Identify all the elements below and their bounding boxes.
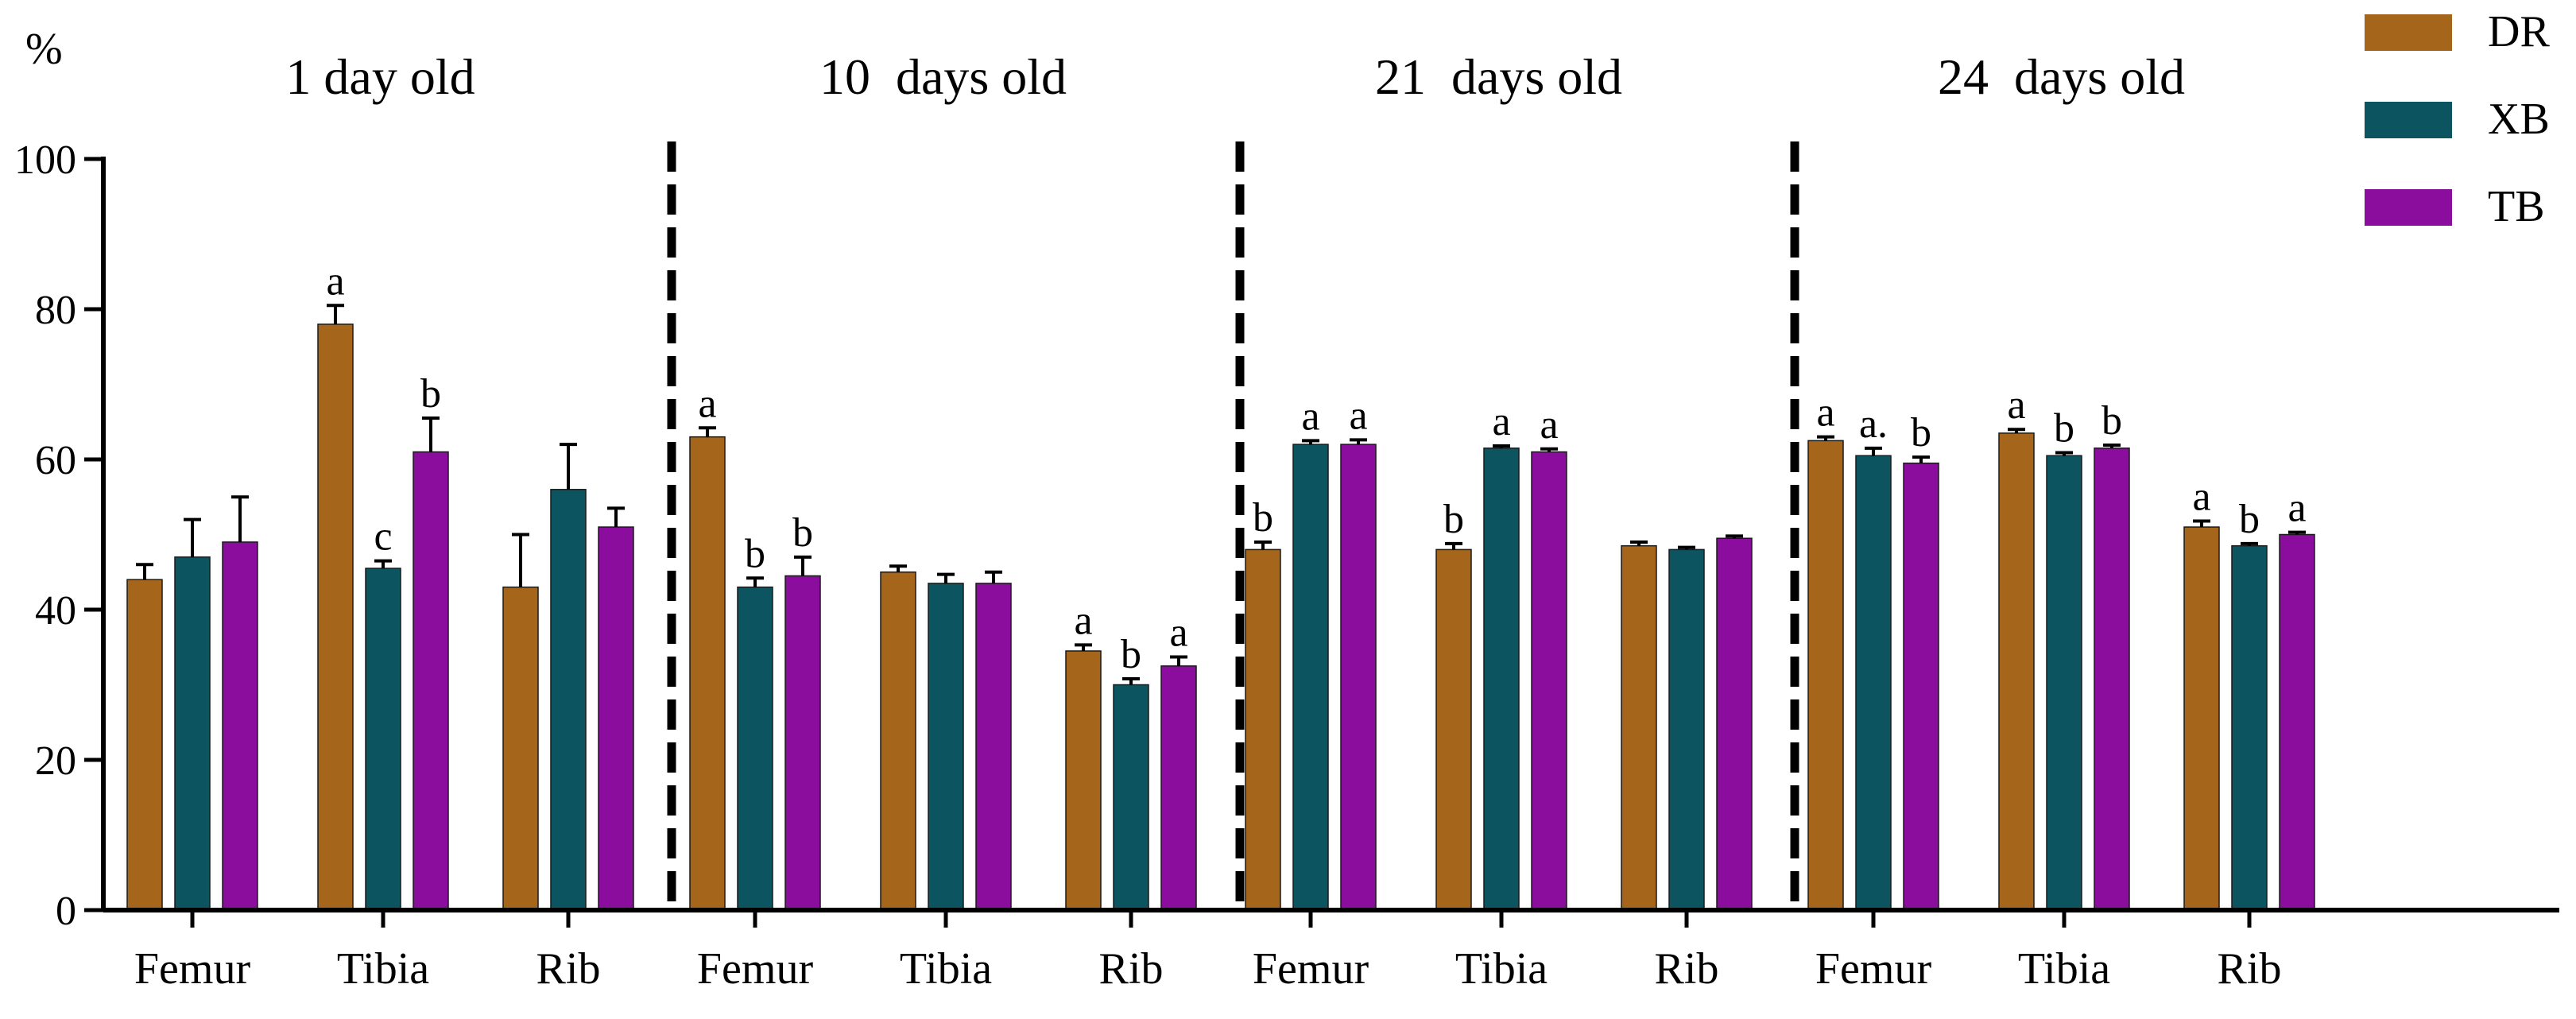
significance-letter: a: [1301, 393, 1319, 439]
significance-letter: a: [326, 258, 344, 304]
bar-dr: [1245, 548, 1281, 911]
significance-letter: b: [2101, 398, 2122, 444]
group-titles: 1 day old 10 days old 21 days old 24 days o…: [285, 48, 2185, 105]
x-category-label: Tibia: [900, 944, 992, 994]
y-tick-label: 80: [35, 288, 76, 333]
y-tick-label: 0: [56, 889, 76, 934]
x-category-label: Tibia: [1455, 944, 1548, 994]
bar-tb: [1531, 451, 1567, 911]
legend-swatch-xb: [2365, 102, 2452, 138]
group-title: 21 days old: [1375, 48, 1622, 105]
legend-label: TB: [2488, 182, 2545, 231]
significance-letter: a: [698, 381, 716, 426]
bar-dr: [1998, 432, 2035, 911]
significance-letter: a: [1169, 610, 1187, 656]
x-category-label: Rib: [1099, 944, 1164, 994]
bar-xb: [1483, 448, 1520, 911]
y-tick-label: 40: [35, 588, 76, 633]
bar-xb: [174, 556, 211, 911]
y-axis: 0 20 40 60 80 100: [14, 138, 106, 934]
x-category-label: Rib: [537, 944, 601, 994]
bar-xb: [1113, 684, 1149, 911]
bar-xb: [1855, 455, 1892, 911]
significance-letter: b: [792, 510, 813, 556]
y-axis-label: %: [25, 25, 63, 74]
significance-letter: a: [1349, 393, 1367, 438]
bar-tb: [598, 526, 634, 911]
significance-letter: b: [1443, 497, 1464, 542]
bar-tb: [1340, 444, 1377, 911]
significance-letter: b: [2054, 405, 2074, 451]
bar-dr: [1065, 650, 1102, 911]
x-category-label: Femur: [1253, 944, 1369, 994]
y-tick-label: 20: [35, 738, 76, 784]
significance-letter: a: [1492, 399, 1510, 444]
bar-xb: [2231, 544, 2268, 911]
bar-tb: [1160, 665, 1197, 911]
significance-letter: c: [374, 514, 392, 560]
x-category-label: Femur: [697, 944, 814, 994]
bar-xb: [737, 586, 773, 911]
bars: acb ab bab aba aba a a a. bab ba b a: [126, 258, 2315, 911]
bar-dr: [689, 436, 726, 911]
bar-tb: [2279, 533, 2315, 911]
bar-dr: [126, 579, 163, 911]
x-category-label: Femur: [134, 944, 251, 994]
bar-dr: [1807, 440, 1844, 911]
group-title: 24 days old: [1938, 48, 2185, 105]
significance-letter: a: [2287, 486, 2306, 531]
legend-swatch-dr: [2365, 14, 2452, 51]
significance-letter: b: [745, 531, 765, 576]
y-tick-label: 100: [14, 138, 76, 183]
bar-xb: [928, 583, 964, 911]
bar-xb: [1292, 444, 1329, 911]
x-category-label: Rib: [1655, 944, 1719, 994]
legend-label: DR: [2488, 7, 2550, 56]
significance-letter: a: [2192, 474, 2210, 519]
bar-xb: [1668, 548, 1705, 911]
group-title: 10 days old: [819, 48, 1067, 105]
significance-letter: a: [2007, 382, 2025, 428]
significance-letter: b: [1911, 410, 1931, 455]
significance-letter: b: [420, 371, 441, 417]
bar-xb: [365, 568, 401, 911]
significance-letter: b: [1121, 632, 1141, 677]
x-category-label: Rib: [2218, 944, 2282, 994]
significance-letter: a.: [1859, 401, 1888, 447]
bar-tb: [222, 541, 258, 911]
bar-tb: [784, 575, 821, 911]
x-axis: Femur Tibia Rib Femur Tibia Rib Femur Tibia Rib F…: [103, 908, 2559, 994]
legend-swatch-tb: [2365, 189, 2452, 226]
bar-xb: [2046, 455, 2082, 911]
significance-letter: a: [1074, 598, 1092, 643]
significance-letter: a: [1816, 390, 1834, 436]
bar-tb: [975, 583, 1012, 911]
bar-tb: [2094, 448, 2130, 911]
y-tick-label: 60: [35, 438, 76, 483]
bar-dr: [502, 586, 539, 911]
x-category-label: Tibia: [2018, 944, 2110, 994]
significance-letter: b: [2239, 497, 2260, 542]
bar-tb: [1903, 462, 1939, 911]
bar-tb: [413, 451, 449, 911]
bar-xb: [550, 489, 587, 911]
x-category-label: Tibia: [337, 944, 429, 994]
bar-dr: [880, 571, 916, 911]
group-title: 1 day old: [285, 48, 475, 105]
legend-label: XB: [2488, 95, 2550, 144]
bar-dr: [1435, 548, 1472, 911]
significance-letter: a: [1540, 402, 1558, 448]
significance-letter: b: [1253, 495, 1273, 540]
x-category-label: Femur: [1815, 944, 1932, 994]
bar-dr: [317, 324, 354, 911]
bar-tb: [1716, 537, 1753, 911]
legend: DR XB TB: [2365, 7, 2550, 231]
bar-dr: [2183, 526, 2220, 911]
bar-dr: [1621, 544, 1657, 911]
